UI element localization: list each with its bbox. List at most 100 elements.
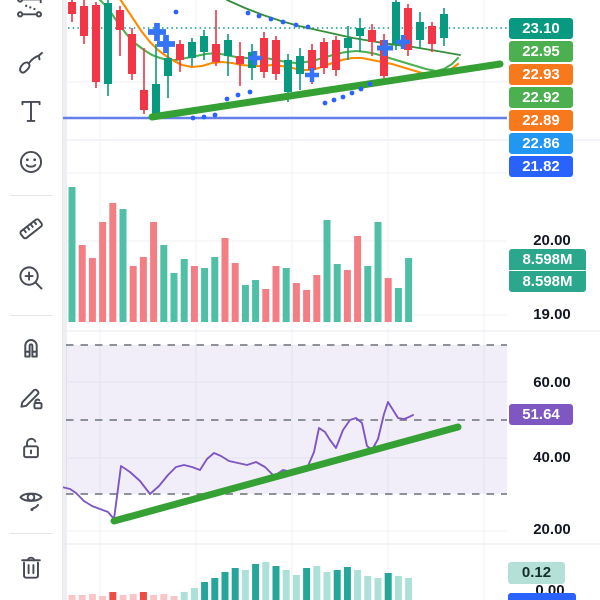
candle bbox=[260, 38, 268, 72]
candle bbox=[284, 60, 292, 92]
volume-bar bbox=[119, 209, 127, 322]
candle bbox=[392, 2, 400, 44]
histogram-bar bbox=[323, 572, 331, 600]
toolbar-divider bbox=[10, 533, 52, 534]
toolbar-divider bbox=[10, 315, 52, 316]
volume-bar bbox=[262, 289, 270, 322]
candle bbox=[356, 28, 364, 36]
drawing-toolbar bbox=[0, 0, 63, 600]
volume-bar bbox=[99, 222, 107, 322]
candle bbox=[344, 38, 352, 48]
volume-bars bbox=[68, 187, 413, 322]
candle bbox=[176, 44, 184, 60]
tool-stay-in-drawing-mode-button[interactable] bbox=[9, 376, 53, 420]
tool-lock-all-drawings-button[interactable] bbox=[9, 426, 53, 470]
tool-projection-tool-button[interactable] bbox=[9, 0, 53, 34]
candle bbox=[224, 40, 232, 56]
volume-bar bbox=[394, 288, 402, 322]
histogram-bar bbox=[374, 578, 382, 600]
histogram-bar bbox=[252, 564, 260, 600]
candle bbox=[164, 58, 172, 76]
candle bbox=[104, 3, 112, 84]
volume-bar bbox=[201, 268, 209, 322]
volume-bar bbox=[343, 270, 351, 322]
tool-zoom-in-button[interactable] bbox=[9, 256, 53, 300]
volume-bar bbox=[180, 259, 188, 322]
moving-averages bbox=[98, 0, 461, 77]
histogram-bar bbox=[78, 595, 86, 600]
candle bbox=[320, 42, 328, 68]
histogram-bar bbox=[180, 592, 188, 600]
volume-bar bbox=[292, 283, 300, 322]
brush-icon bbox=[19, 51, 43, 74]
candlestick-series bbox=[68, 0, 448, 116]
candle bbox=[236, 56, 244, 64]
tool-remove-all-drawings-button[interactable] bbox=[9, 546, 53, 590]
volume-bar bbox=[211, 257, 219, 322]
candle bbox=[212, 44, 220, 62]
candle bbox=[428, 26, 436, 44]
histogram-bar bbox=[129, 594, 137, 600]
tool-hide-all-drawings-button[interactable] bbox=[9, 478, 53, 522]
volume-bar bbox=[374, 222, 382, 322]
tool-emoji-button[interactable] bbox=[9, 140, 53, 184]
histogram-bar bbox=[109, 592, 117, 600]
volume-bar bbox=[354, 236, 362, 322]
histogram-bar bbox=[221, 572, 229, 600]
price-trend-line-drawing[interactable] bbox=[148, 60, 504, 121]
trash-icon bbox=[21, 556, 41, 579]
histogram-bar bbox=[262, 562, 270, 600]
volume-bar bbox=[333, 264, 341, 322]
tool-brush-button[interactable] bbox=[9, 40, 53, 84]
tool-measure-button[interactable] bbox=[9, 206, 53, 250]
tool-magnet-mode-button[interactable] bbox=[9, 326, 53, 370]
histogram-bar bbox=[211, 578, 219, 600]
volume-bar bbox=[272, 266, 280, 322]
candle bbox=[272, 40, 280, 74]
chart-left-edge bbox=[62, 0, 67, 600]
volume-bar bbox=[88, 258, 96, 322]
volume-bar bbox=[282, 268, 290, 322]
candle bbox=[200, 36, 208, 52]
rsi-panel bbox=[61, 344, 507, 520]
ruler-icon bbox=[19, 218, 43, 240]
histogram-bar bbox=[99, 596, 107, 600]
text-tool-icon bbox=[21, 100, 41, 122]
volume-bar bbox=[150, 222, 158, 322]
histogram-bar bbox=[343, 567, 351, 600]
candle bbox=[368, 30, 376, 42]
volume-bar bbox=[241, 285, 249, 322]
histogram-bar bbox=[282, 570, 290, 600]
histogram-bar bbox=[272, 566, 280, 600]
drawing-mode-lock-icon bbox=[20, 388, 43, 410]
histogram-bar bbox=[231, 568, 239, 600]
tool-text-button[interactable] bbox=[9, 90, 53, 134]
projection-tool-icon bbox=[16, 0, 43, 18]
toolbar-divider bbox=[10, 195, 52, 196]
candle bbox=[332, 40, 340, 70]
histogram-bar bbox=[354, 570, 362, 600]
candle bbox=[128, 34, 136, 74]
volume-bar bbox=[68, 187, 76, 322]
candle bbox=[416, 22, 424, 40]
volume-bar bbox=[252, 280, 260, 322]
volume-bar bbox=[231, 263, 239, 322]
histogram-bar bbox=[119, 595, 127, 600]
emoji-icon bbox=[19, 150, 43, 174]
price-levels[interactable] bbox=[62, 27, 507, 120]
sar-dots bbox=[173, 9, 373, 121]
volume-bar bbox=[323, 220, 331, 322]
rsi-trend-line-drawing[interactable] bbox=[110, 423, 462, 525]
volume-bar bbox=[170, 273, 178, 322]
histogram-bar bbox=[313, 566, 321, 600]
volume-bar bbox=[109, 203, 117, 322]
volume-bar bbox=[313, 275, 321, 322]
candle bbox=[404, 8, 412, 50]
histogram-bar bbox=[405, 578, 413, 600]
histogram-bar bbox=[303, 568, 311, 600]
candle bbox=[116, 10, 124, 30]
volume-bar bbox=[129, 266, 137, 322]
candle bbox=[188, 42, 196, 58]
